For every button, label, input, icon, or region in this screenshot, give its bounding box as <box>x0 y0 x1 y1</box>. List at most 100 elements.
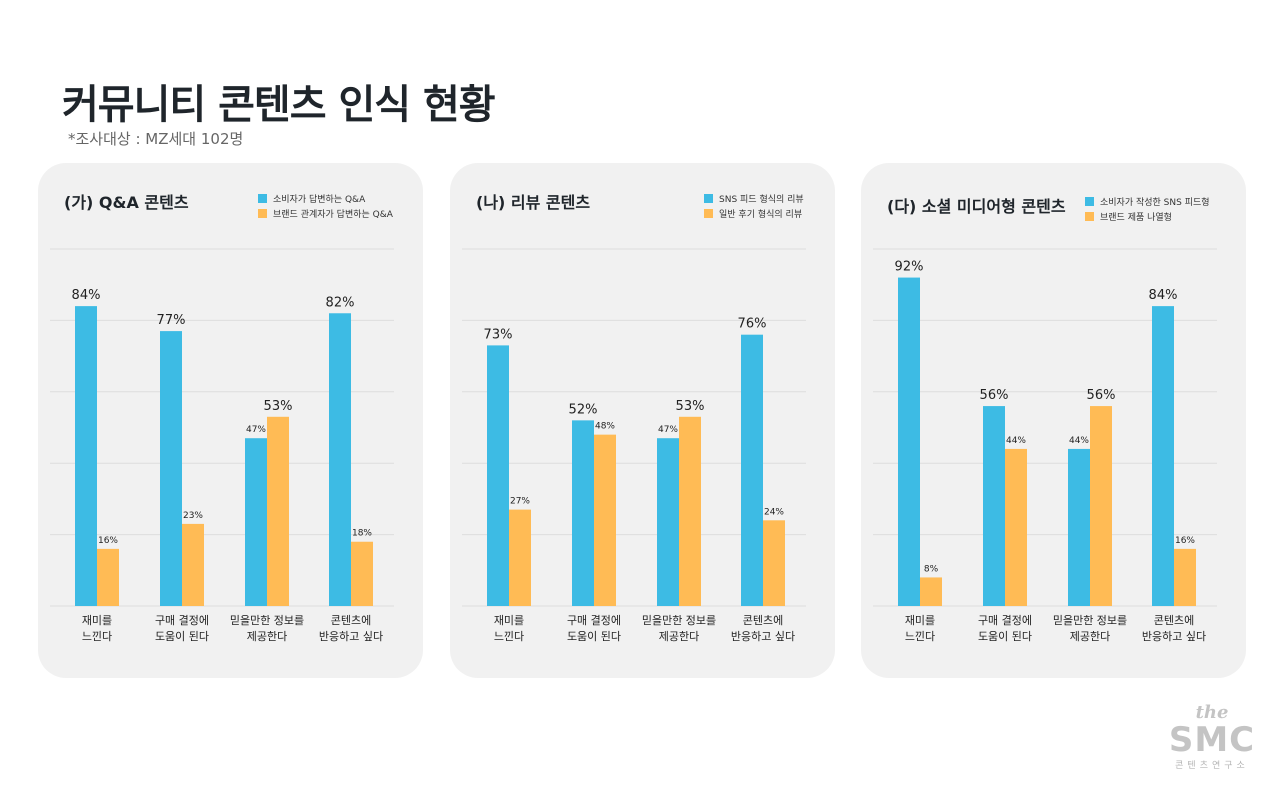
bar-chart-qa: 84% 16% 재미를 느낀다 77% 23% 구매 결정에 도움이 된다 47% 53% 믿을만한… <box>50 248 394 643</box>
category-label-line: 도움이 된다 <box>567 630 621 643</box>
bar-series-1 <box>1152 306 1174 606</box>
data-label: 82% <box>326 295 355 310</box>
category-label-line: 콘텐츠에 <box>1154 614 1194 627</box>
legend-swatch-blue <box>704 194 713 203</box>
chart-legend: 소비자가 답변하는 Q&A 브랜드 관계자가 답변하는 Q&A <box>258 191 393 221</box>
category-label-line: 재미를 <box>494 614 524 627</box>
bar-series-2 <box>267 416 289 606</box>
data-label: 27% <box>510 497 530 507</box>
category-label-line: 반응하고 싶다 <box>731 629 795 643</box>
category-label-line: 구매 결정에 <box>978 614 1032 627</box>
bar-series-2 <box>594 434 616 606</box>
data-label: 56% <box>980 388 1009 403</box>
category-label-line: 재미를 <box>82 614 112 627</box>
category-label-line: 반응하고 싶다 <box>1142 629 1206 643</box>
category-label-line: 제공한다 <box>1070 630 1110 643</box>
data-label: 84% <box>1149 288 1178 303</box>
bar-series-2 <box>97 548 119 606</box>
chart-panel-social: (다) 소셜 미디어형 콘텐츠 소비자가 작성한 SNS 피드형 브랜드 제품 … <box>861 163 1246 678</box>
bar-chart-review: 73% 27% 재미를 느낀다 52% 48% 구매 결정에 도움이 된다 47% 53% 믿을만한… <box>462 248 806 643</box>
category-label-line: 느낀다 <box>905 630 935 643</box>
data-label: 56% <box>1087 388 1116 403</box>
legend-item-series-1: SNS 피드 형식의 리뷰 <box>704 191 804 206</box>
chart-legend: SNS 피드 형식의 리뷰 일반 후기 형식의 리뷰 <box>704 191 804 221</box>
bar-series-1 <box>657 438 679 606</box>
bar-series-1 <box>160 331 182 606</box>
chart-title: (다) 소셜 미디어형 콘텐츠 <box>887 197 1066 216</box>
category-label-line: 느낀다 <box>494 630 524 643</box>
legend-label: 브랜드 제품 나열형 <box>1100 213 1172 223</box>
logo-subtitle: 콘텐츠연구소 <box>1175 761 1249 771</box>
legend-item-series-2: 일반 후기 형식의 리뷰 <box>704 206 804 221</box>
legend-swatch-blue <box>1085 197 1094 206</box>
category-label-line: 믿을만한 정보를 <box>642 614 716 627</box>
data-label: 77% <box>157 313 186 328</box>
legend-swatch-orange <box>258 209 267 218</box>
category-label-line: 콘텐츠에 <box>743 614 783 627</box>
data-label: 73% <box>484 327 513 342</box>
category-label-line: 콘텐츠에 <box>331 614 371 627</box>
logo-the: the <box>1195 702 1229 723</box>
chart-panel-qa: (가) Q&A 콘텐츠 소비자가 답변하는 Q&A 브랜드 관계자가 답변하는 … <box>38 163 423 678</box>
legend-item-series-2: 브랜드 제품 나열형 <box>1085 209 1210 224</box>
data-label: 47% <box>658 425 678 435</box>
page-subtitle: *조사대상 : MZ세대 102명 <box>68 130 244 148</box>
category-label-line: 구매 결정에 <box>567 614 621 627</box>
chart-title: (나) 리뷰 콘텐츠 <box>476 193 591 212</box>
data-label: 44% <box>1006 436 1026 446</box>
category-label-line: 반응하고 싶다 <box>319 629 383 643</box>
bar-series-2 <box>1090 406 1112 606</box>
data-label: 84% <box>72 288 101 303</box>
category-label-line: 제공한다 <box>659 630 699 643</box>
bar-series-1 <box>1068 448 1090 606</box>
chart-title: (가) Q&A 콘텐츠 <box>64 193 189 212</box>
legend-item-series-2: 브랜드 관계자가 답변하는 Q&A <box>258 206 393 221</box>
bar-series-1 <box>898 277 920 606</box>
data-label: 18% <box>352 529 372 539</box>
chart-legend: 소비자가 작성한 SNS 피드형 브랜드 제품 나열형 <box>1085 194 1210 224</box>
bar-series-1 <box>329 313 351 606</box>
category-label: 믿을만한 정보를 제공한다 <box>1053 614 1127 643</box>
bar-series-1 <box>572 420 594 606</box>
category-label-line: 제공한다 <box>247 630 287 643</box>
legend-swatch-blue <box>258 194 267 203</box>
bar-series-2 <box>763 520 785 606</box>
bar-series-2 <box>182 523 204 606</box>
bar-series-2 <box>920 577 942 606</box>
category-label-line: 느낀다 <box>82 630 112 643</box>
legend-swatch-orange <box>1085 212 1094 221</box>
chart-panel-review: (나) 리뷰 콘텐츠 SNS 피드 형식의 리뷰 일반 후기 형식의 리뷰 73… <box>450 163 835 678</box>
bar-series-1 <box>487 345 509 606</box>
category-label-line: 구매 결정에 <box>155 614 209 627</box>
data-label: 76% <box>738 317 767 332</box>
legend-item-series-1: 소비자가 답변하는 Q&A <box>258 191 393 206</box>
data-label: 48% <box>595 422 615 432</box>
bar-series-2 <box>1174 548 1196 606</box>
data-label: 53% <box>264 399 293 414</box>
page-title: 커뮤니티 콘텐츠 인식 현황 <box>62 82 496 128</box>
bar-chart-social: 92% 8% 재미를 느낀다 56% 44% 구매 결정에 도움이 된다 44% 56% 믿을만한 … <box>873 248 1217 643</box>
bar-series-2 <box>351 541 373 606</box>
legend-swatch-orange <box>704 209 713 218</box>
legend-label: 브랜드 관계자가 답변하는 Q&A <box>273 210 393 220</box>
bar-series-2 <box>509 509 531 606</box>
category-label-line: 도움이 된다 <box>978 630 1032 643</box>
data-label: 53% <box>676 399 705 414</box>
legend-item-series-1: 소비자가 작성한 SNS 피드형 <box>1085 194 1210 209</box>
category-label-line: 재미를 <box>905 614 935 627</box>
legend-label: SNS 피드 형식의 리뷰 <box>719 195 804 205</box>
category-label-line: 믿을만한 정보를 <box>230 614 304 627</box>
bar-series-1 <box>983 406 1005 606</box>
bar-series-1 <box>245 438 267 606</box>
category-label-line: 도움이 된다 <box>155 630 209 643</box>
